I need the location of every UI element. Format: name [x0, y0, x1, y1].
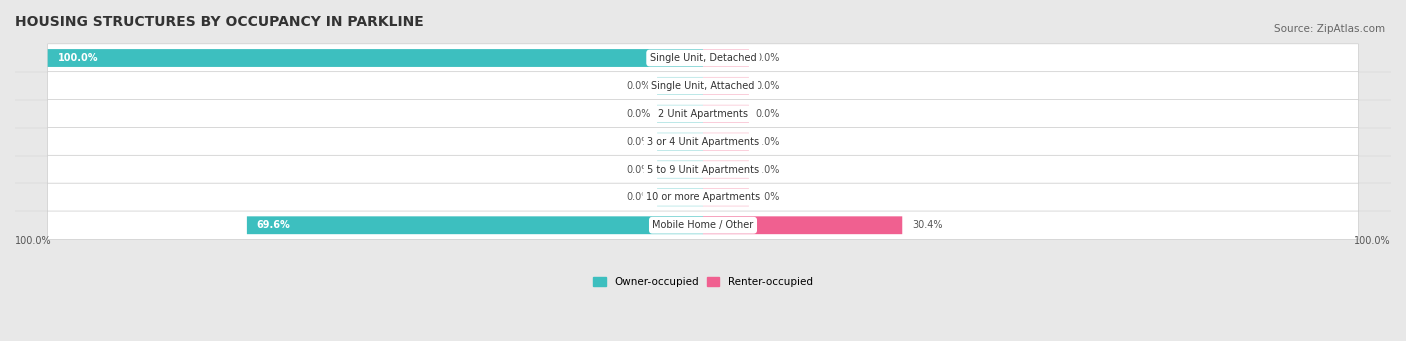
Text: 0.0%: 0.0% [755, 53, 780, 63]
Text: 0.0%: 0.0% [626, 109, 651, 119]
Text: Single Unit, Attached: Single Unit, Attached [651, 81, 755, 91]
FancyBboxPatch shape [703, 49, 749, 67]
FancyBboxPatch shape [703, 105, 749, 123]
Text: 30.4%: 30.4% [912, 220, 942, 230]
Text: 2 Unit Apartments: 2 Unit Apartments [658, 109, 748, 119]
FancyBboxPatch shape [703, 77, 749, 95]
Text: 100.0%: 100.0% [58, 53, 98, 63]
FancyBboxPatch shape [48, 72, 1358, 100]
Text: 3 or 4 Unit Apartments: 3 or 4 Unit Apartments [647, 137, 759, 147]
FancyBboxPatch shape [657, 105, 703, 123]
FancyBboxPatch shape [48, 155, 1358, 184]
FancyBboxPatch shape [48, 44, 1358, 72]
Text: 0.0%: 0.0% [626, 81, 651, 91]
FancyBboxPatch shape [657, 133, 703, 151]
FancyBboxPatch shape [703, 189, 749, 206]
Text: Mobile Home / Other: Mobile Home / Other [652, 220, 754, 230]
Legend: Owner-occupied, Renter-occupied: Owner-occupied, Renter-occupied [593, 277, 813, 287]
FancyBboxPatch shape [48, 183, 1358, 212]
Text: 100.0%: 100.0% [1354, 236, 1391, 246]
Text: 100.0%: 100.0% [15, 236, 52, 246]
Text: 0.0%: 0.0% [755, 137, 780, 147]
Text: 69.6%: 69.6% [257, 220, 291, 230]
FancyBboxPatch shape [703, 216, 903, 234]
Text: 0.0%: 0.0% [626, 137, 651, 147]
Text: Source: ZipAtlas.com: Source: ZipAtlas.com [1274, 24, 1385, 34]
FancyBboxPatch shape [703, 133, 749, 151]
Text: 5 to 9 Unit Apartments: 5 to 9 Unit Apartments [647, 164, 759, 175]
FancyBboxPatch shape [48, 211, 1358, 239]
Text: 0.0%: 0.0% [755, 192, 780, 203]
Text: 0.0%: 0.0% [755, 109, 780, 119]
FancyBboxPatch shape [48, 128, 1358, 156]
FancyBboxPatch shape [247, 216, 703, 234]
Text: 0.0%: 0.0% [626, 164, 651, 175]
FancyBboxPatch shape [48, 100, 1358, 128]
Text: 0.0%: 0.0% [626, 192, 651, 203]
Text: Single Unit, Detached: Single Unit, Detached [650, 53, 756, 63]
Text: HOUSING STRUCTURES BY OCCUPANCY IN PARKLINE: HOUSING STRUCTURES BY OCCUPANCY IN PARKL… [15, 15, 423, 29]
FancyBboxPatch shape [657, 77, 703, 95]
Text: 0.0%: 0.0% [755, 81, 780, 91]
FancyBboxPatch shape [48, 49, 703, 67]
Text: 0.0%: 0.0% [755, 164, 780, 175]
FancyBboxPatch shape [703, 161, 749, 178]
Text: 10 or more Apartments: 10 or more Apartments [645, 192, 761, 203]
FancyBboxPatch shape [657, 189, 703, 206]
FancyBboxPatch shape [657, 161, 703, 178]
